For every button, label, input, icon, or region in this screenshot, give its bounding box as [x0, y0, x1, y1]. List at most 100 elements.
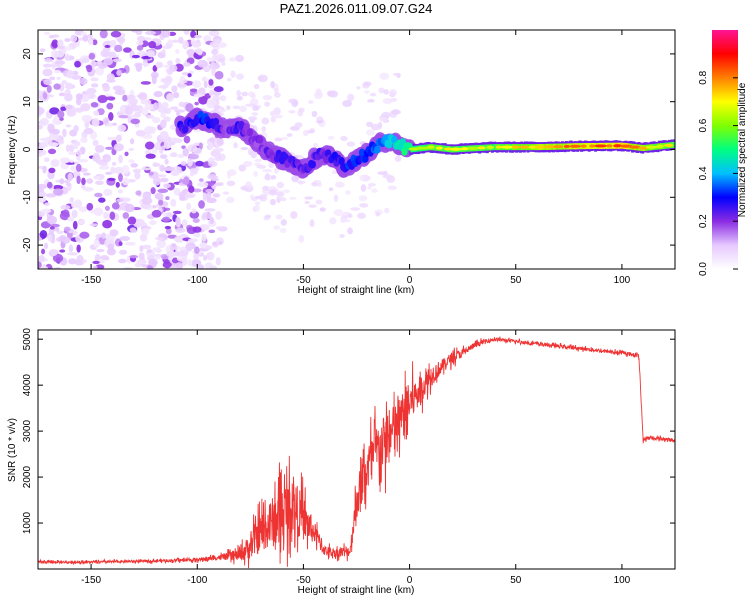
noise-blob — [76, 244, 81, 253]
noise-blob — [43, 242, 49, 250]
noise-blob — [38, 183, 47, 190]
noise-blob — [98, 165, 110, 170]
snr-x-tick-label: 0 — [407, 575, 413, 586]
noise-blob — [50, 159, 60, 168]
noise-blob — [206, 251, 215, 261]
ridge-core — [309, 160, 316, 169]
haze-blob — [280, 219, 288, 226]
haze-blob — [332, 170, 337, 175]
noise-blob — [79, 77, 88, 86]
noise-blob — [86, 178, 94, 184]
noise-blob — [187, 73, 192, 78]
haze-blob — [243, 160, 253, 167]
noise-blob — [183, 135, 191, 144]
noise-blob — [65, 104, 73, 110]
noise-blob — [194, 48, 203, 55]
noise-blob — [54, 60, 66, 65]
haze-blob — [346, 141, 356, 147]
haze-blob — [313, 91, 324, 100]
spectrogram-y-ticks: -20 -10 0 10 20 — [22, 48, 675, 252]
noise-blob — [146, 249, 153, 254]
noise-blob — [105, 171, 113, 175]
noise-blob — [189, 168, 199, 172]
noise-blob — [182, 40, 189, 50]
noise-blob — [209, 41, 220, 48]
noise-blob — [115, 181, 120, 188]
haze-blob — [221, 61, 226, 66]
ridge-peak — [613, 144, 623, 148]
haze-blob — [390, 97, 398, 102]
ridge-peak — [663, 143, 674, 147]
noise-blob — [118, 258, 127, 264]
ridge-peak — [415, 146, 430, 150]
haze-blob — [219, 95, 227, 102]
haze-blob — [308, 100, 314, 104]
snr-x-label: Height of straight line (km) — [298, 585, 415, 596]
haze-blob — [311, 110, 318, 118]
noise-blob — [183, 62, 191, 67]
noise-blob — [103, 188, 113, 197]
noise-blob — [151, 148, 158, 154]
snr-y-tick-label: 5000 — [22, 328, 33, 351]
haze-blob — [233, 142, 238, 149]
noise-blob — [93, 239, 100, 248]
noise-blob — [218, 42, 227, 48]
haze-blob — [218, 153, 226, 161]
noise-blob — [177, 83, 187, 87]
noise-blob — [82, 34, 89, 42]
noise-blob — [92, 260, 100, 265]
noise-blob — [152, 176, 161, 186]
spectrogram-y-tick-label: 10 — [22, 96, 33, 108]
snr-y-label: SNR (10 * v/v) — [7, 418, 18, 482]
noise-blob — [156, 239, 167, 249]
noise-blob — [203, 80, 208, 89]
noise-blob — [103, 211, 108, 219]
noise-blob — [212, 90, 222, 96]
haze-blob — [394, 155, 402, 162]
noise-blob — [112, 58, 122, 63]
noise-blob — [121, 165, 130, 175]
noise-blob — [133, 111, 142, 118]
haze-blob — [312, 142, 319, 148]
noise-blob — [146, 264, 153, 269]
noise-blob — [112, 161, 117, 166]
noise-blob — [70, 34, 78, 43]
noise-blob — [65, 124, 72, 128]
noise-blob — [78, 206, 88, 213]
noise-blob — [83, 127, 94, 135]
noise-blob — [139, 245, 144, 253]
ridge-peak — [629, 145, 641, 149]
noise-blob — [193, 93, 204, 98]
noise-blob — [42, 165, 47, 174]
noise-blob — [137, 35, 145, 42]
haze-blob — [217, 108, 227, 113]
noise-blob — [94, 144, 105, 153]
haze-blob — [276, 181, 285, 189]
haze-blob — [359, 203, 369, 208]
haze-blob — [259, 193, 268, 202]
haze-blob — [214, 182, 224, 187]
noise-blob — [42, 68, 53, 77]
haze-blob — [239, 105, 247, 113]
noise-blob — [122, 177, 130, 186]
noise-blob — [59, 234, 67, 242]
noise-blob — [41, 248, 46, 255]
noise-blob — [175, 227, 186, 233]
noise-blob — [157, 107, 166, 113]
noise-blob — [181, 257, 188, 267]
noise-blob — [91, 117, 100, 127]
snr-x-ticks: -150 -100 -50 0 50 100 — [81, 330, 631, 586]
noise-blob — [162, 167, 173, 172]
haze-blob — [230, 70, 236, 78]
noise-blob — [119, 235, 131, 241]
spectrogram-x-tick-label: 0 — [407, 275, 413, 286]
haze-blob — [275, 214, 283, 220]
haze-blob — [273, 107, 281, 116]
noise-blob — [102, 154, 112, 163]
noise-blob — [169, 152, 178, 158]
noise-blob — [51, 39, 59, 49]
noise-blob — [39, 118, 49, 126]
noise-blob — [80, 31, 87, 36]
ridge-peak — [638, 146, 648, 150]
